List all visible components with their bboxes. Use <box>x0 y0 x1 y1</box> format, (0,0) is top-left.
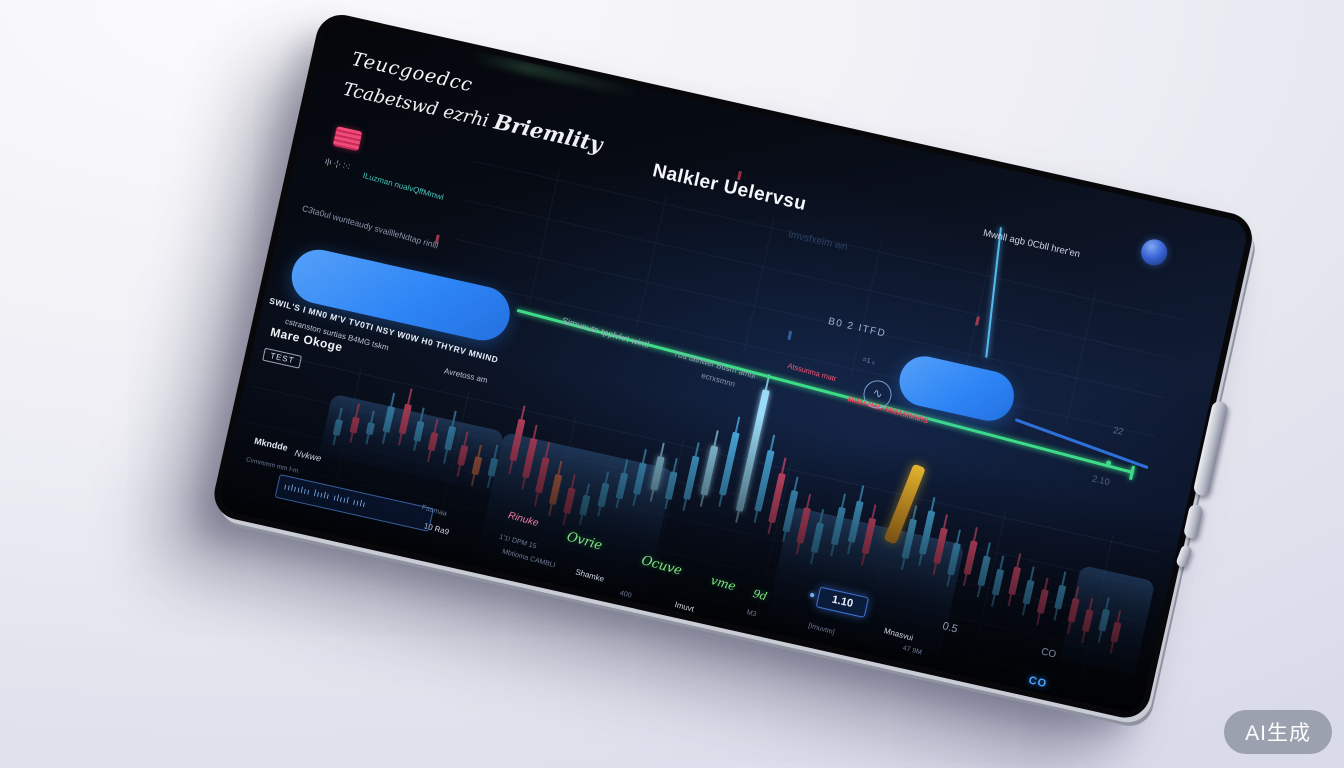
faint-value-1: 22 <box>1112 424 1125 437</box>
stylus-tip <box>1175 543 1194 569</box>
ai-watermark-text: AI生成 <box>1245 722 1311 745</box>
tablet-device: Faamaa 10 Ra9 1'1! DPM 15 Mbtioma CAMBLI Sha… <box>209 10 1257 723</box>
side-button-small[interactable] <box>1182 503 1204 540</box>
ai-watermark-badge: AI生成 <box>1224 710 1332 754</box>
dashboard-screen: Faamaa 10 Ra9 1'1! DPM 15 Mbtioma CAMBLI Sha… <box>216 17 1250 716</box>
